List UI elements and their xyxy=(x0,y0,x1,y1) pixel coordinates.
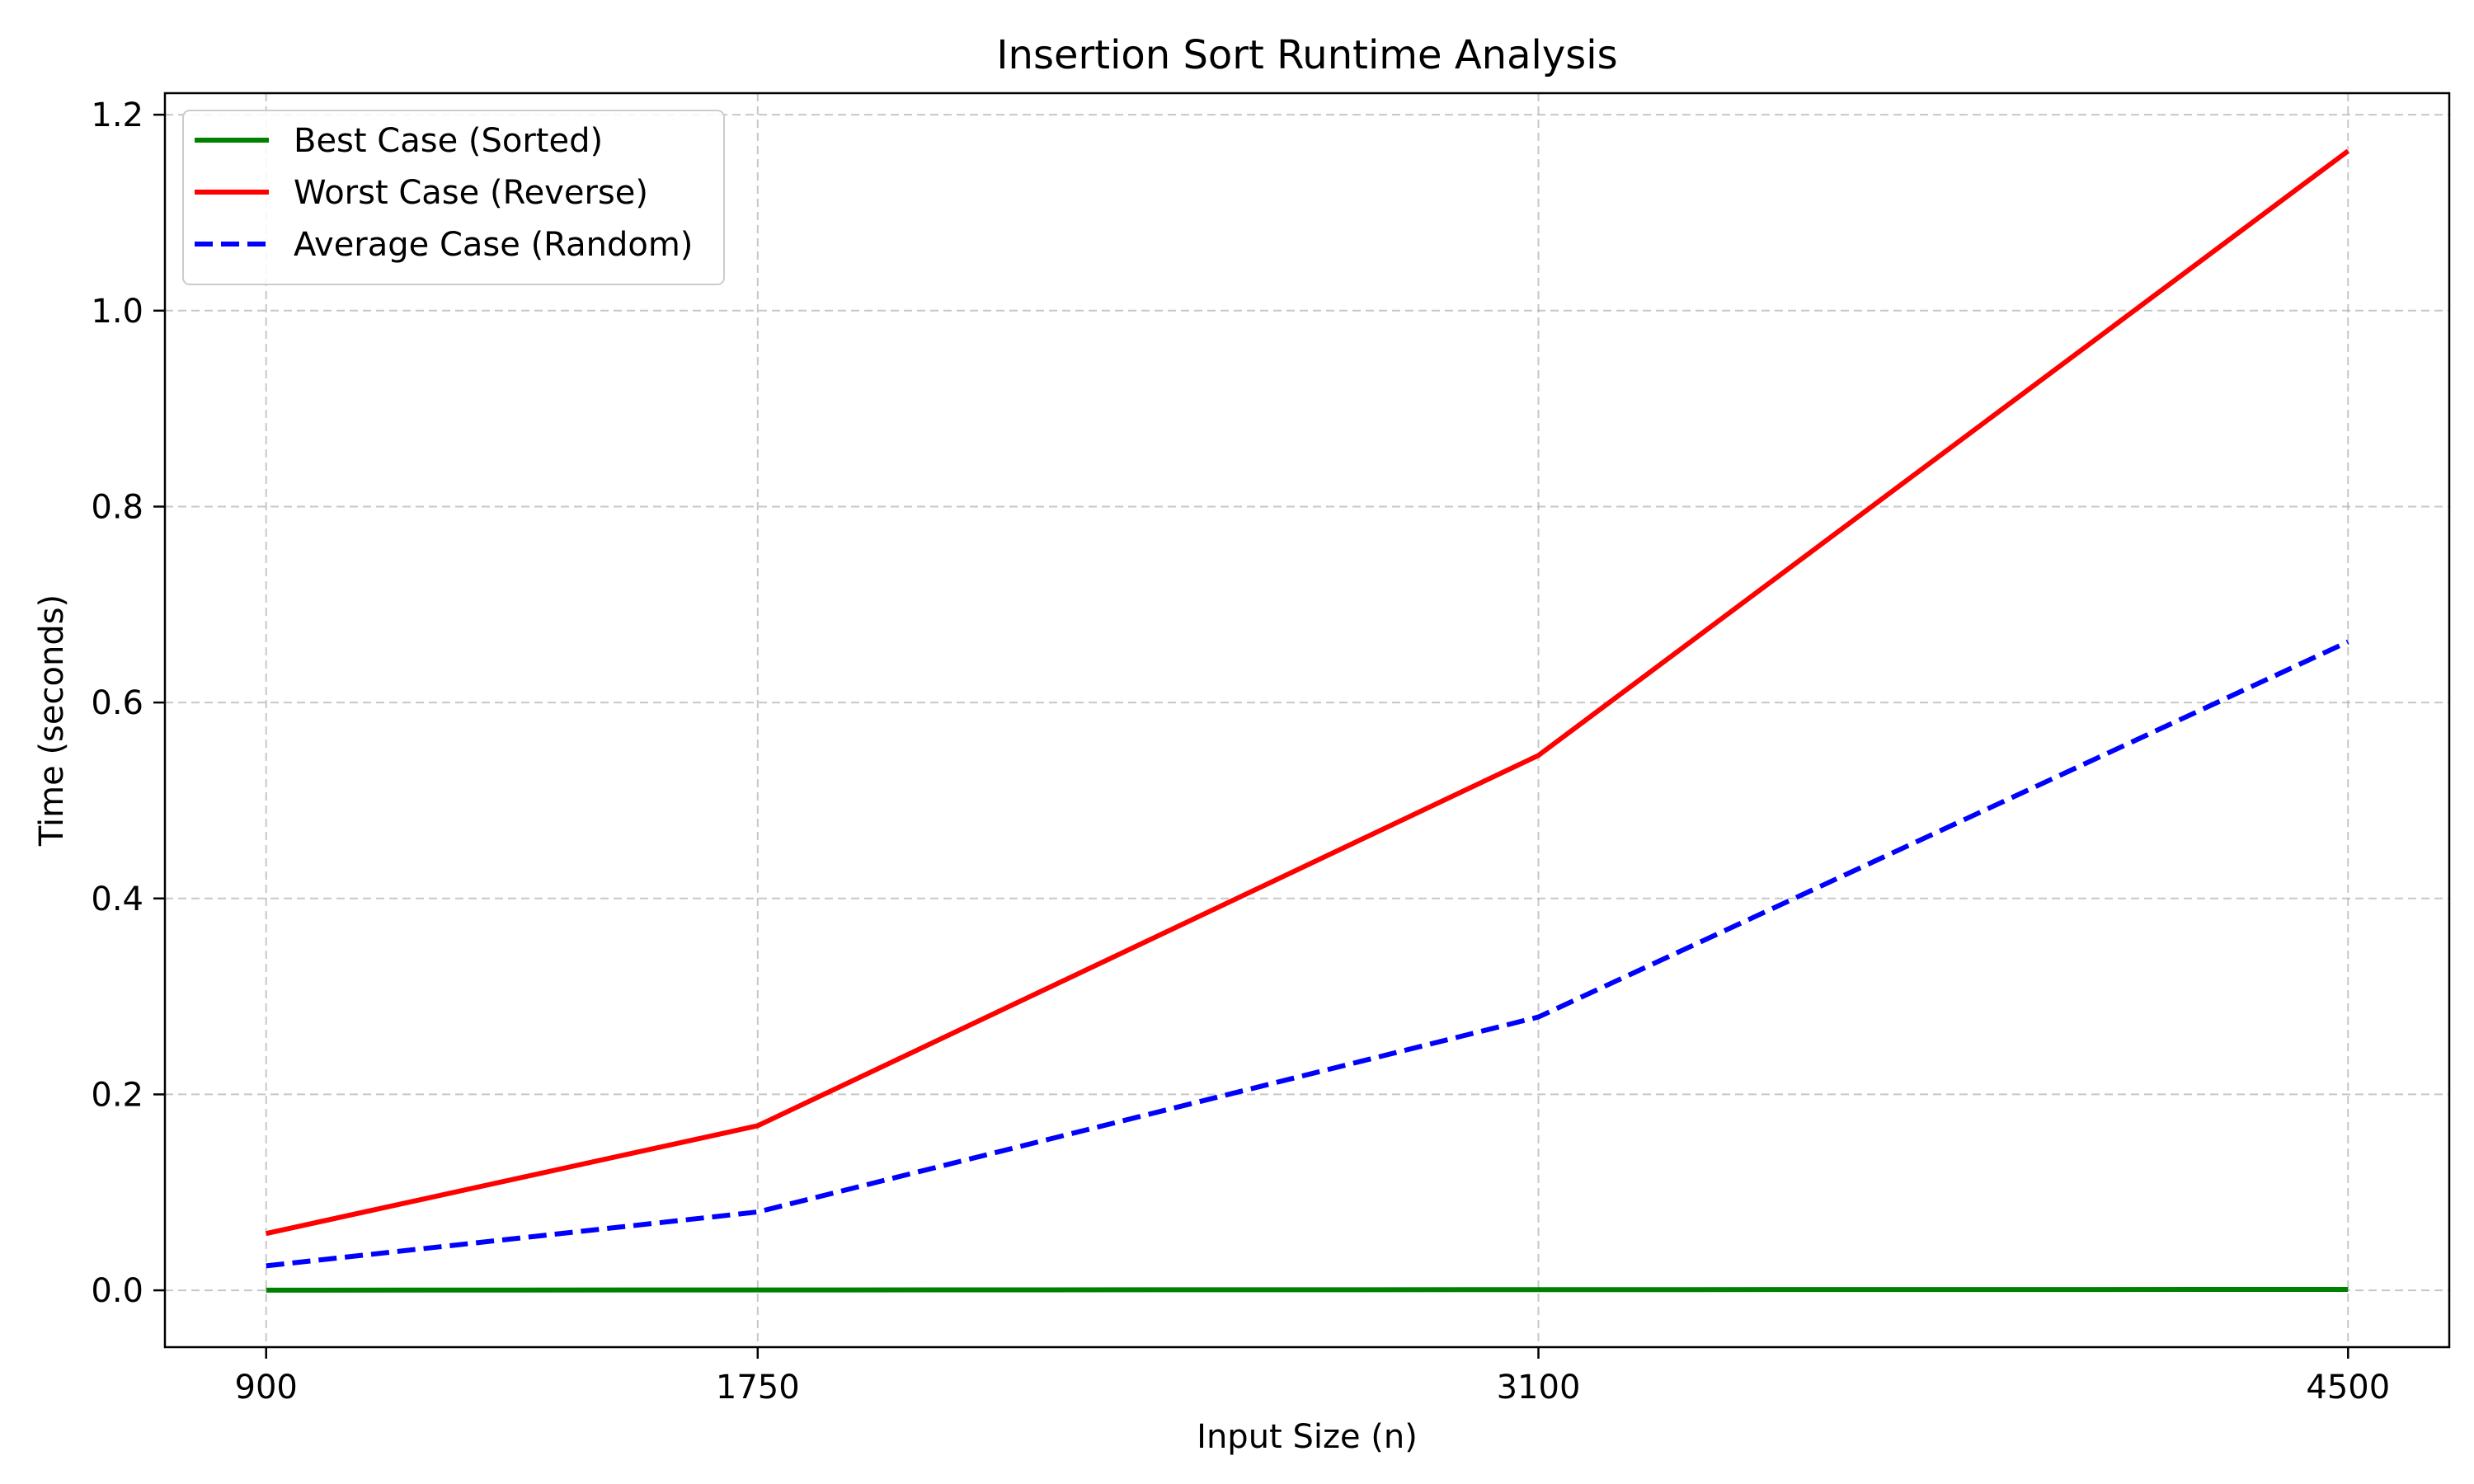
legend-label: Worst Case (Reverse) xyxy=(294,174,648,212)
legend: Best Case (Sorted) Worst Case (Reverse) Av… xyxy=(182,110,725,285)
x-axis-label: Input Size (n) xyxy=(1197,1418,1418,1456)
x-tick-label: 4500 xyxy=(2306,1369,2390,1407)
y-tick-label: 0.4 xyxy=(91,881,143,918)
y-tick-label: 0.2 xyxy=(91,1076,143,1114)
plot-frame xyxy=(163,92,2451,1349)
legend-label: Average Case (Random) xyxy=(294,226,693,264)
y-tick-label: 0.6 xyxy=(91,684,143,722)
x-tick-label: 900 xyxy=(235,1369,298,1407)
series-line-best-case-sorted xyxy=(266,1287,2349,1293)
legend-box xyxy=(182,110,725,285)
ticks-layer: 900 1750 3100 4500 0.0 0.2 0.4 0.6 0.8 1.0 1.2 xyxy=(91,96,2390,1407)
series-layer xyxy=(266,148,2350,1293)
y-tick-label: 0.8 xyxy=(91,488,143,526)
x-tick-label: 3100 xyxy=(1497,1369,1581,1407)
x-tick-label: 1750 xyxy=(716,1369,800,1407)
series-line-worst-case-reverse xyxy=(266,148,2350,1237)
series-line-average-case-random xyxy=(266,639,2349,1269)
chart-title: Insertion Sort Runtime Analysis xyxy=(996,32,1617,78)
legend-label: Best Case (Sorted) xyxy=(294,122,603,160)
y-tick-label: 0.0 xyxy=(91,1272,143,1310)
y-axis-label: Time (seconds) xyxy=(33,594,71,847)
y-tick-label: 1.2 xyxy=(91,96,143,134)
y-tick-label: 1.0 xyxy=(91,293,143,331)
